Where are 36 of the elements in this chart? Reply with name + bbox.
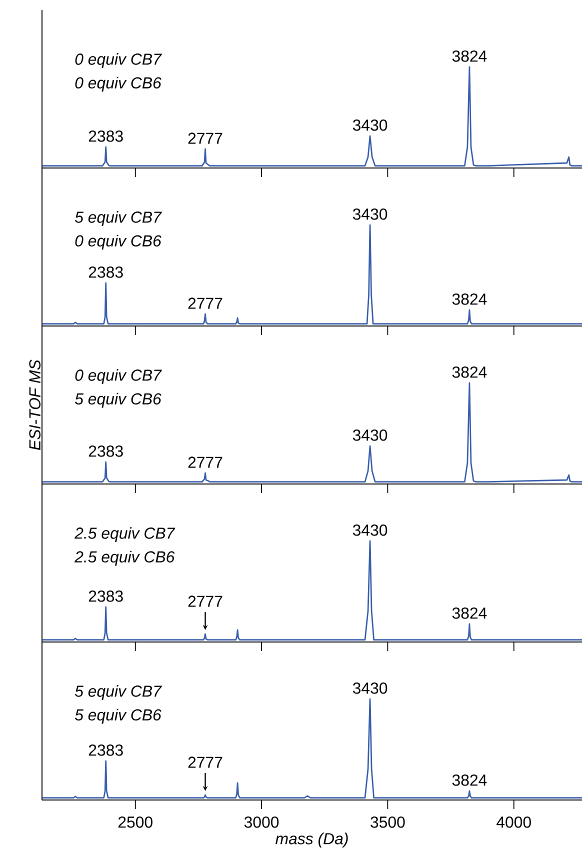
annotation: 0 equiv CB7 [75,369,162,384]
annotation: 0 equiv CB6 [75,76,162,92]
annotation: 3430 [352,682,388,694]
annotation: 2777 [188,756,222,768]
annotation: 2.5 equiv CB7 [74,527,176,542]
y-axis-title: ESI-TOF MS [29,360,40,450]
annotation: 2383 [88,266,123,278]
annotation: 3824 [452,294,487,305]
annotation: 2383 [88,744,123,756]
annotation: 5 equiv CB7 [74,211,162,226]
annotation: 0 equiv CB7 [75,53,162,68]
x-tick-label: 3000 [244,816,279,828]
annotation: 2383 [88,130,123,142]
annotation: 2777 [188,456,222,468]
annotation: 2777 [188,132,222,144]
annotation: 5 equiv CB6 [74,708,162,724]
annotation: 3824 [452,50,487,62]
annotation: 2383 [88,446,123,457]
annotation: 0 equiv CB6 [75,234,162,250]
annotation: 2777 [188,298,222,309]
annotation: 3824 [452,366,487,378]
annotation: 2383 [88,590,123,602]
annotation: 5 equiv CB7 [74,685,162,700]
annotation: 2777 [188,596,222,607]
annotation: 3430 [352,524,388,536]
annotation: 3430 [352,120,388,131]
annotation: 3824 [452,608,487,619]
x-tick-label: 3500 [370,816,405,828]
x-tick-label: 4000 [496,816,531,828]
annotation: 3824 [452,774,487,786]
annotation: 5 equiv CB6 [74,392,162,408]
x-tick-label: 2500 [118,816,152,828]
annotation: 2.5 equiv CB6 [74,550,175,566]
annotation: 3430 [352,430,388,441]
x-axis-title: mass (Da) [276,832,348,848]
annotation: 3430 [352,208,388,220]
